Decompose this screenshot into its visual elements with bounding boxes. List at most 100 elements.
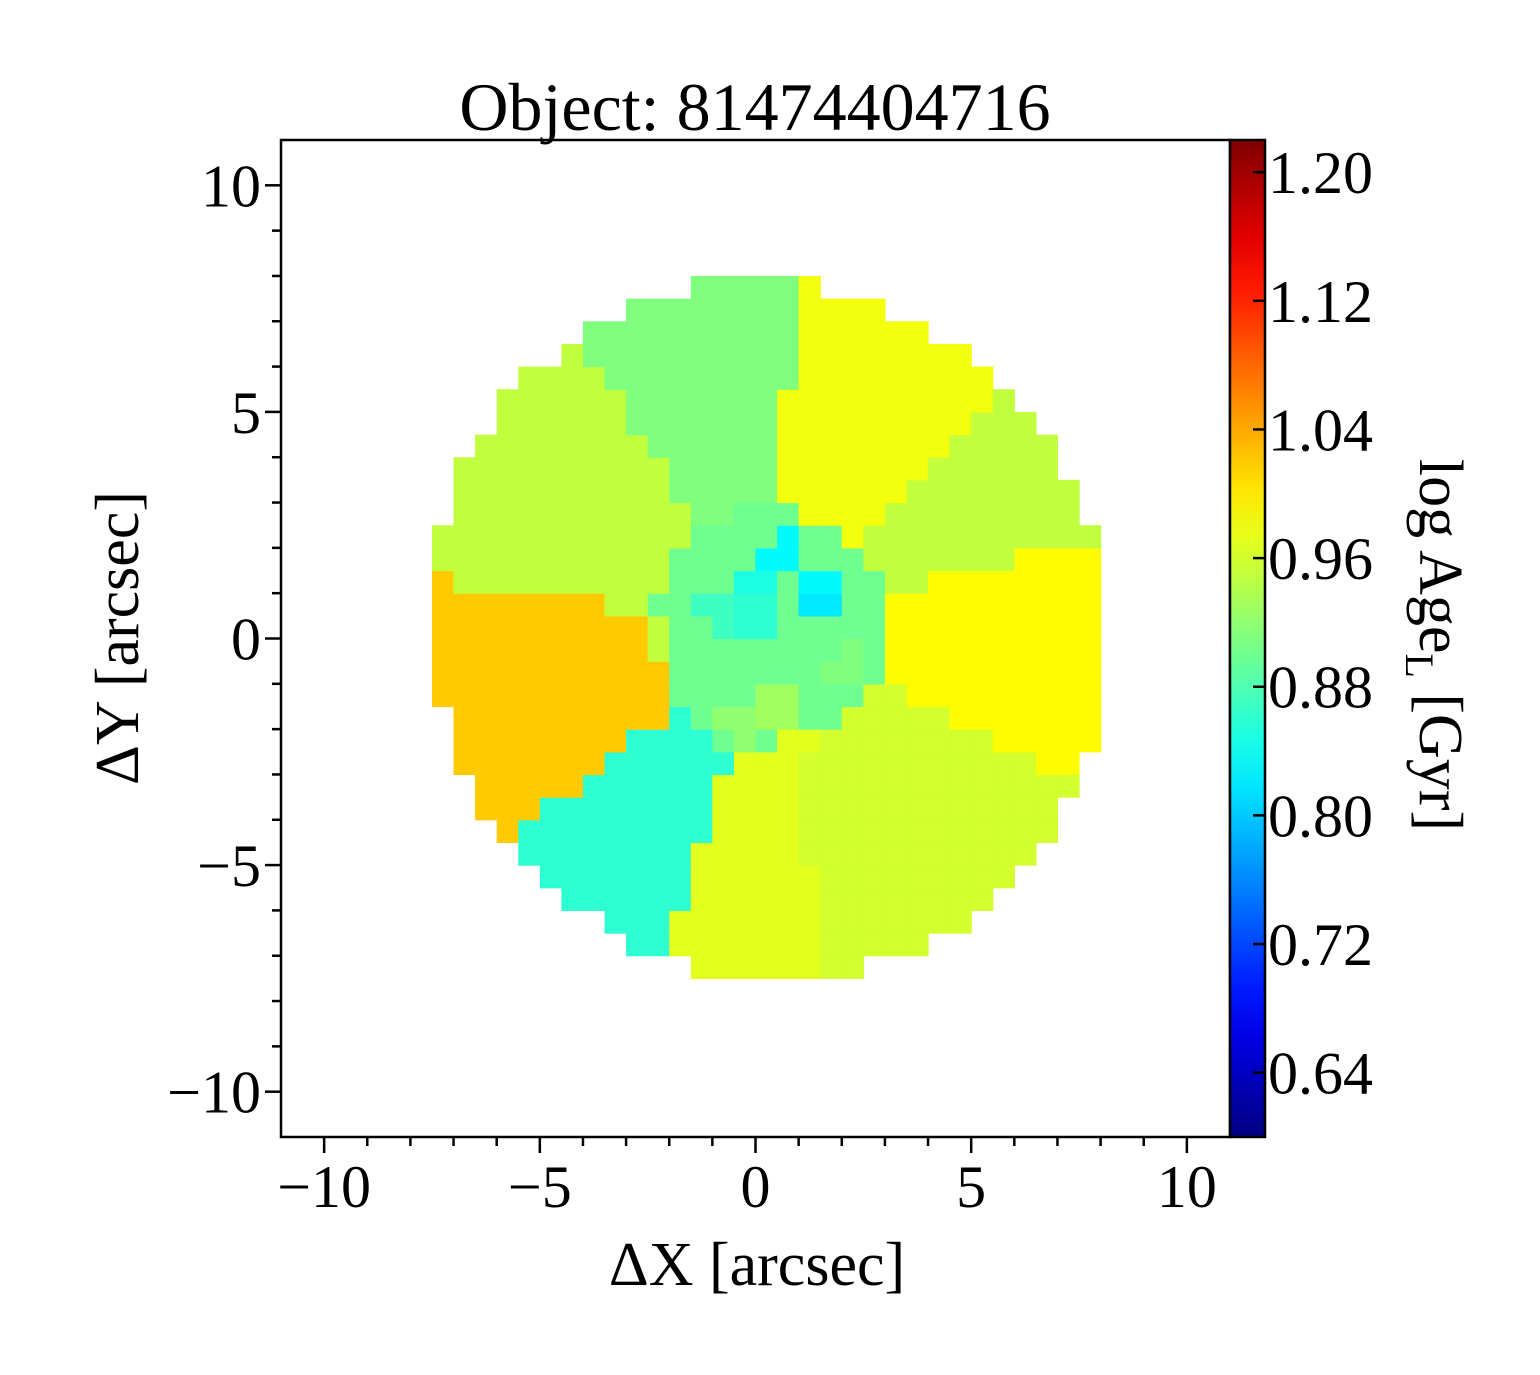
map-pixel bbox=[755, 479, 778, 504]
map-pixel bbox=[949, 525, 972, 549]
map-pixel bbox=[971, 411, 994, 436]
map-pixel bbox=[777, 955, 800, 979]
x-tick-label: 0 bbox=[741, 1154, 771, 1220]
map-pixel bbox=[518, 683, 541, 708]
map-pixel bbox=[518, 706, 541, 730]
map-pixel bbox=[928, 389, 951, 413]
map-pixel bbox=[992, 661, 1015, 685]
map-pixel bbox=[884, 366, 908, 390]
map-pixel bbox=[992, 638, 1015, 662]
map-pixel bbox=[1079, 661, 1102, 685]
map-pixel bbox=[1057, 661, 1080, 685]
map-pixel bbox=[1014, 751, 1037, 776]
map-pixel bbox=[496, 411, 519, 436]
map-pixel bbox=[712, 729, 735, 753]
map-pixel bbox=[690, 933, 713, 957]
map-pixel bbox=[669, 434, 692, 458]
map-pixel bbox=[841, 933, 864, 957]
map-pixel bbox=[561, 865, 584, 889]
map-pixel bbox=[863, 797, 886, 821]
map-pixel bbox=[453, 729, 476, 753]
map-pixel bbox=[733, 661, 757, 685]
map-pixel bbox=[1057, 570, 1080, 594]
map-pixel bbox=[561, 570, 584, 594]
map-pixel bbox=[690, 842, 713, 866]
map-pixel bbox=[647, 434, 670, 458]
map-pixel bbox=[992, 389, 1015, 413]
map-pixel bbox=[712, 887, 735, 912]
map-pixel bbox=[604, 751, 627, 776]
map-pixel bbox=[647, 547, 670, 572]
map-pixel bbox=[518, 729, 541, 753]
map-pixel bbox=[884, 343, 908, 368]
map-pixel bbox=[733, 706, 757, 730]
map-pixel bbox=[798, 774, 821, 798]
colorbar-label: log AgeL [Gyr] bbox=[1397, 459, 1474, 831]
map-pixel bbox=[561, 479, 584, 504]
map-pixel bbox=[863, 751, 886, 776]
map-pixel bbox=[949, 683, 972, 708]
map-pixel bbox=[539, 570, 562, 594]
map-pixel bbox=[798, 751, 821, 776]
map-pixel bbox=[669, 457, 692, 481]
map-pixel bbox=[604, 638, 627, 662]
map-pixel bbox=[518, 593, 541, 617]
map-pixel bbox=[777, 819, 800, 844]
map-pixel bbox=[884, 683, 908, 708]
map-pixel bbox=[475, 457, 498, 481]
x-tick-label: 5 bbox=[956, 1154, 986, 1220]
map-pixel bbox=[582, 865, 606, 889]
map-pixel bbox=[841, 706, 864, 730]
map-pixel bbox=[971, 887, 994, 912]
map-pixel bbox=[518, 389, 541, 413]
map-pixel bbox=[949, 910, 972, 934]
map-pixel bbox=[841, 547, 864, 572]
map-pixel bbox=[1079, 683, 1102, 708]
map-pixel bbox=[798, 683, 821, 708]
map-pixel bbox=[798, 933, 821, 957]
map-pixel bbox=[1035, 661, 1059, 685]
map-pixel bbox=[971, 389, 994, 413]
map-pixel bbox=[626, 729, 649, 753]
map-pixel bbox=[518, 774, 541, 798]
map-pixel bbox=[798, 389, 821, 413]
map-pixel bbox=[1079, 525, 1102, 549]
map-pixel bbox=[496, 774, 519, 798]
map-pixel bbox=[561, 457, 584, 481]
map-pixel bbox=[1035, 638, 1059, 662]
map-pixel bbox=[820, 774, 843, 798]
map-pixel bbox=[777, 729, 800, 753]
map-pixel bbox=[798, 321, 821, 345]
map-pixel bbox=[518, 457, 541, 481]
map-pixel bbox=[906, 819, 929, 844]
map-pixel bbox=[863, 615, 886, 640]
map-pixel bbox=[798, 570, 821, 594]
map-pixel bbox=[992, 479, 1015, 504]
map-pixel bbox=[604, 479, 627, 504]
map-pixel bbox=[906, 933, 929, 957]
map-pixel bbox=[798, 275, 821, 300]
map-pixel bbox=[1035, 525, 1059, 549]
map-pixel bbox=[1035, 683, 1059, 708]
map-pixel bbox=[928, 751, 951, 776]
map-pixel bbox=[798, 615, 821, 640]
map-pixel bbox=[841, 343, 864, 368]
map-pixel bbox=[841, 865, 864, 889]
map-pixel bbox=[971, 570, 994, 594]
map-pixel bbox=[561, 593, 584, 617]
map-pixel bbox=[992, 729, 1015, 753]
map-pixel bbox=[1014, 729, 1037, 753]
map-pixel bbox=[496, 434, 519, 458]
map-pixel bbox=[863, 479, 886, 504]
map-pixel bbox=[906, 661, 929, 685]
map-pixel bbox=[712, 593, 735, 617]
map-pixel bbox=[755, 774, 778, 798]
map-pixel bbox=[798, 343, 821, 368]
map-pixel bbox=[820, 819, 843, 844]
map-pixel bbox=[561, 502, 584, 526]
map-pixel bbox=[539, 865, 562, 889]
map-pixel bbox=[777, 593, 800, 617]
colorbar bbox=[1228, 138, 1267, 1139]
map-pixel bbox=[798, 457, 821, 481]
map-pixel bbox=[669, 887, 692, 912]
